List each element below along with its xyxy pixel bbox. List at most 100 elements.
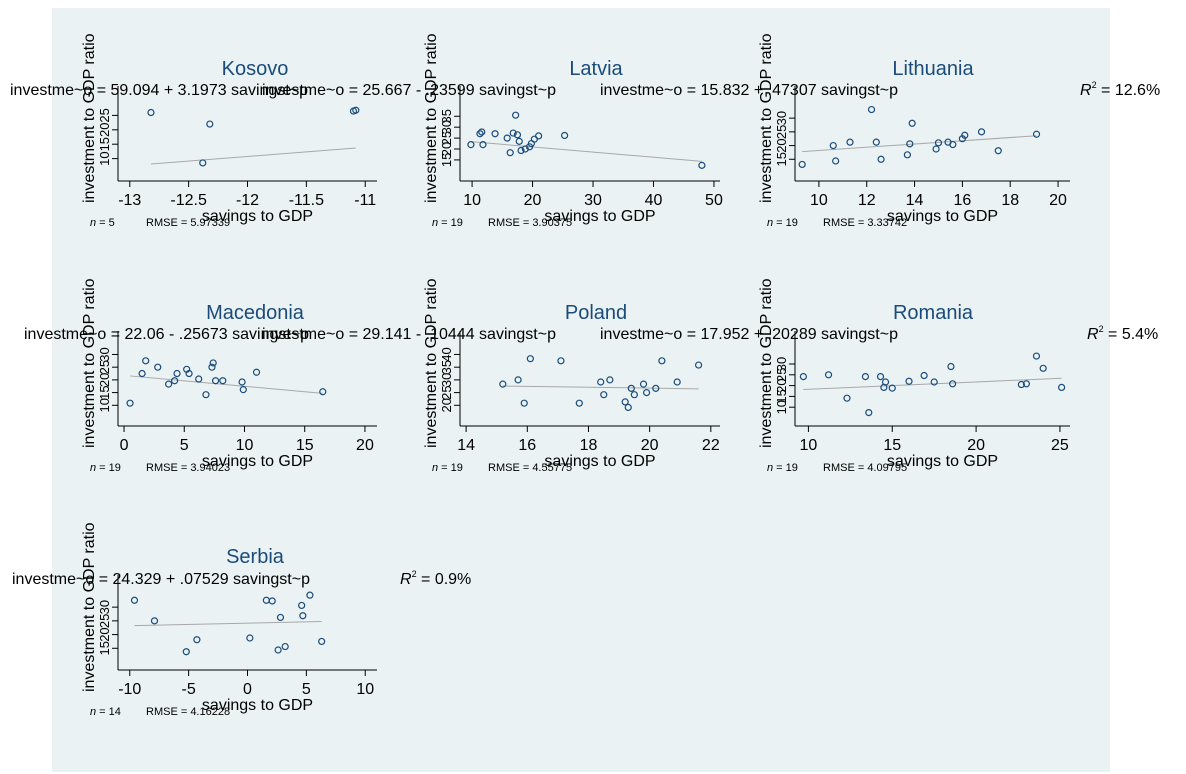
rmse-label: RMSE = 4.16228 <box>146 706 230 718</box>
data-point <box>211 377 220 385</box>
data-point <box>299 612 307 620</box>
x-axis-label: savings to GDP <box>202 697 313 714</box>
data-point <box>861 373 870 381</box>
x-tick-label: 10 <box>800 437 818 454</box>
y-tick-label: 30 <box>97 600 112 614</box>
data-point <box>881 378 890 386</box>
y-tick-label: 20 <box>439 142 454 156</box>
data-point <box>949 380 957 388</box>
y-tick-label: 30 <box>439 120 454 134</box>
x-axis-label: savings to GDP <box>887 453 998 470</box>
data-point <box>182 648 190 656</box>
y-tick-label: 20 <box>97 627 112 641</box>
fitted-line <box>803 377 1062 390</box>
y-axis-label: investment to GDP ratio <box>81 522 98 692</box>
data-point <box>930 378 938 386</box>
data-point <box>624 403 632 412</box>
r-squared-label: R2 = 5.4% <box>1087 324 1158 343</box>
data-point <box>905 377 913 385</box>
y-tick-label: 25 <box>439 385 454 399</box>
r-squared-label: R2 = 12.6% <box>1080 80 1160 99</box>
data-point <box>535 132 543 140</box>
data-point <box>877 155 885 163</box>
data-point <box>658 357 666 365</box>
rmse-label: RMSE = 5.97339 <box>146 217 230 229</box>
fitted-line <box>502 385 699 390</box>
x-tick-label: 12 <box>858 192 876 209</box>
data-point <box>476 130 484 138</box>
data-point <box>557 357 565 365</box>
data-point <box>171 377 179 385</box>
y-tick-label: 25 <box>97 360 112 374</box>
data-point <box>199 159 207 167</box>
x-tick-label: 15 <box>883 437 901 454</box>
panel-poland: Poland investme~o = 29.141 - .10444 savin… <box>262 278 720 474</box>
panel-romania: Romania investme~o = 17.952 + .20289 savi… <box>600 278 1158 474</box>
y-tick-label: 20 <box>439 398 454 412</box>
fitted-line <box>150 147 356 165</box>
panel-kosovo: Kosovo investme~o = 59.094 + 3.1973 savin… <box>10 33 377 229</box>
data-point <box>846 138 854 146</box>
data-point <box>639 380 648 388</box>
data-point <box>621 398 629 406</box>
x-tick-label: -10 <box>118 681 141 698</box>
data-point <box>517 146 525 155</box>
x-tick-label: 18 <box>580 437 598 454</box>
data-point <box>1017 380 1025 389</box>
data-point <box>698 161 706 169</box>
data-point <box>526 355 534 363</box>
data-point <box>888 384 896 392</box>
data-point <box>514 376 522 384</box>
data-point <box>798 160 806 169</box>
data-point <box>872 138 880 146</box>
data-point <box>150 617 159 625</box>
data-point <box>319 388 327 396</box>
y-tick-label: 30 <box>439 373 454 387</box>
rmse-label: RMSE = 3.94023 <box>146 462 230 474</box>
data-point <box>867 105 876 114</box>
data-point <box>561 131 569 140</box>
data-point <box>994 147 1002 155</box>
x-tick-label: -12 <box>236 192 259 209</box>
y-tick-label: 15 <box>97 385 112 399</box>
y-tick-label: 30 <box>774 357 789 371</box>
y-tick-label: 10 <box>97 398 112 412</box>
rmse-label: RMSE = 4.09795 <box>823 462 907 474</box>
data-point <box>1039 364 1047 372</box>
data-point <box>506 149 514 157</box>
x-axis-label: savings to GDP <box>887 208 998 225</box>
x-tick-label: 30 <box>584 192 602 209</box>
data-point <box>673 378 681 386</box>
x-tick-label: 15 <box>296 437 314 454</box>
n-label: n = 19 <box>767 217 798 229</box>
data-point <box>832 157 840 165</box>
x-tick-label: 20 <box>1049 192 1067 209</box>
data-point <box>185 369 193 378</box>
n-label: n = 19 <box>432 462 463 474</box>
data-point <box>208 363 216 371</box>
n-label: n = 19 <box>432 217 463 229</box>
x-tick-label: 10 <box>236 437 254 454</box>
data-point <box>503 134 511 142</box>
x-tick-label: -5 <box>182 681 196 698</box>
x-tick-label: 14 <box>457 437 475 454</box>
x-tick-label: 20 <box>524 192 542 209</box>
data-point <box>627 384 635 392</box>
data-point <box>949 140 957 149</box>
y-tick-label: 25 <box>97 614 112 628</box>
data-point <box>298 601 306 610</box>
data-point <box>865 409 873 417</box>
regression-equation: investme~o = 17.952 + .20289 savingst~p <box>600 326 898 343</box>
y-axis-label: investment to GDP ratio <box>423 33 440 203</box>
x-tick-label: 22 <box>702 437 720 454</box>
rmse-label: RMSE = 3.33742 <box>823 217 907 229</box>
y-tick-label: 20 <box>774 378 789 392</box>
rmse-label: RMSE = 3.90375 <box>488 217 572 229</box>
data-point <box>575 399 583 407</box>
panel-lithuania: Lithuania investme~o = 15.832 + .47307 sa… <box>600 33 1160 229</box>
panel-latvia: Latvia investme~o = 25.667 - .23599 savin… <box>262 33 723 229</box>
fitted-line <box>134 621 322 627</box>
data-point <box>206 120 214 128</box>
regression-equation: investme~o = 25.667 - .23599 savingst~p <box>262 82 556 99</box>
x-tick-label: -11 <box>354 192 376 209</box>
